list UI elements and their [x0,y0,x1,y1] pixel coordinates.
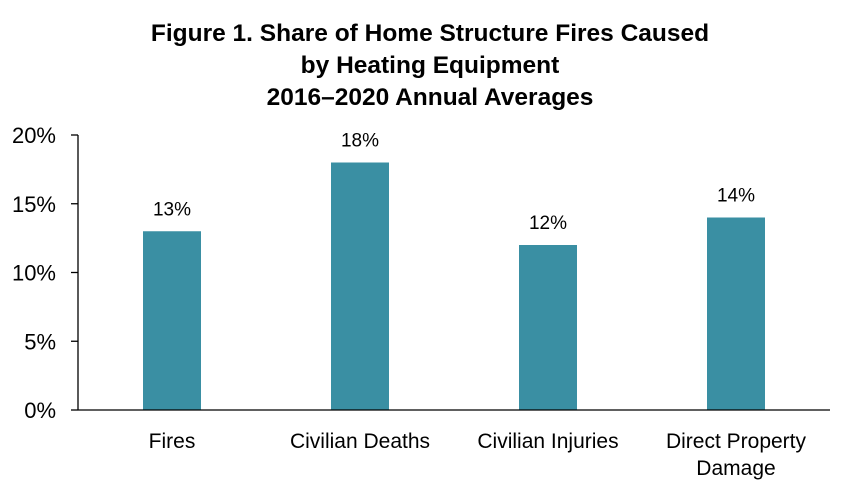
y-axis-ticks: 0% 5% 10% 15% 20% [12,123,78,423]
y-tick-label: 10% [12,261,56,286]
bars [143,162,765,410]
x-tick-label: Civilian Deaths [290,430,430,453]
x-axis-labels: Fires Civilian Deaths Civilian Injuries Dir… [149,430,807,480]
bar [519,245,577,410]
x-tick-label: Fires [149,430,196,453]
data-label: 12% [529,213,567,234]
x-tick-label: Damage [696,457,775,480]
y-tick-label: 20% [12,123,56,148]
data-label: 18% [341,131,379,152]
chart-title: Figure 1. Share of Home Structure Fires … [151,20,709,111]
y-tick-label: 15% [12,192,56,217]
bar [331,162,389,410]
data-labels: 13% 18% 12% 14% [153,131,755,235]
x-tick-label: Direct Property [666,430,807,453]
bar [143,231,201,410]
data-label: 13% [153,199,191,220]
x-tick-label: Civilian Injuries [477,430,618,453]
y-tick-label: 5% [24,329,56,354]
chart-title-line: by Heating Equipment [301,52,560,79]
bar [707,217,765,410]
chart-title-line: Figure 1. Share of Home Structure Fires … [151,20,709,47]
data-label: 14% [717,186,755,207]
y-tick-label: 0% [24,398,56,423]
chart-title-line: 2016–2020 Annual Averages [267,84,594,111]
